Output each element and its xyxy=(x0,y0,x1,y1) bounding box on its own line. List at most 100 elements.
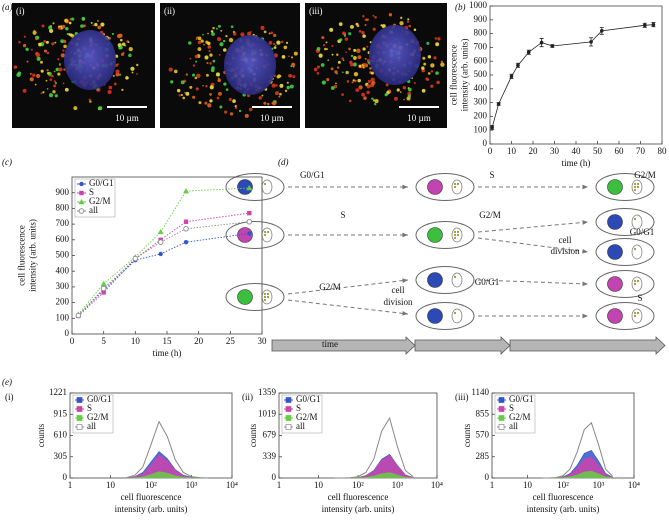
y-axis-label: counts xyxy=(462,423,472,447)
vesicle xyxy=(125,76,129,80)
vesicle xyxy=(35,52,41,58)
vesicle xyxy=(279,83,284,88)
legend-label: G0/G1 xyxy=(87,394,112,404)
x-axis-label: cell fluorescence xyxy=(121,492,182,502)
vesicle xyxy=(330,86,335,90)
vesicle xyxy=(217,37,222,42)
vesicle xyxy=(430,84,434,88)
cell xyxy=(415,302,475,330)
particle xyxy=(633,279,637,283)
x-tick-label: 10 xyxy=(523,480,533,490)
vesicle xyxy=(215,72,221,77)
series-line xyxy=(78,212,250,317)
vesicle xyxy=(58,64,61,67)
marker xyxy=(539,40,544,45)
vesicle xyxy=(361,31,365,35)
vesicle xyxy=(40,69,44,73)
vesicle xyxy=(42,91,45,94)
vesicle xyxy=(202,84,204,87)
series-line xyxy=(334,416,414,479)
vesicle xyxy=(258,96,262,100)
vesicle xyxy=(232,99,236,103)
vesicle xyxy=(341,93,344,97)
marker xyxy=(496,102,501,106)
transition-arrow xyxy=(477,221,589,233)
vesicle xyxy=(118,73,122,76)
vesicle xyxy=(69,33,73,37)
vesicle xyxy=(116,33,122,39)
vesicle xyxy=(206,62,209,65)
vesicle xyxy=(313,67,318,72)
vesicle xyxy=(192,64,196,67)
vesicle xyxy=(271,101,277,106)
particle xyxy=(266,295,270,299)
cell xyxy=(225,221,285,249)
diagram-label: cell xyxy=(392,285,405,295)
legend-label: G0/G1 xyxy=(89,178,114,188)
legend-swatch xyxy=(76,424,83,430)
vesicle xyxy=(425,77,429,81)
particle xyxy=(263,295,267,299)
endosome xyxy=(631,276,643,292)
marker xyxy=(157,239,164,245)
y-tick-label: 700 xyxy=(56,218,70,228)
legend-label: S xyxy=(89,187,94,197)
vesicle xyxy=(345,70,349,75)
nucleus xyxy=(224,35,276,95)
vesicle xyxy=(51,74,54,78)
vesicle xyxy=(361,92,365,97)
series-line xyxy=(541,421,614,479)
vesicle xyxy=(335,82,337,85)
vesicle xyxy=(121,88,124,92)
legend-swatch xyxy=(498,415,505,421)
vesicle xyxy=(344,37,349,41)
vesicle xyxy=(279,92,282,96)
vesicle xyxy=(136,63,139,67)
vesicle xyxy=(407,91,412,96)
vesicle xyxy=(403,98,405,101)
vesicle xyxy=(178,94,181,97)
vesicle xyxy=(48,25,53,30)
time-arrow xyxy=(509,336,666,355)
vesicle xyxy=(192,73,196,77)
vesicle xyxy=(182,96,186,100)
particle xyxy=(633,217,637,221)
vesicle xyxy=(322,43,326,47)
vesicle xyxy=(29,72,32,75)
y-tick-label: 915 xyxy=(54,408,68,418)
vesicle xyxy=(81,16,86,21)
x-tick-label: 10 xyxy=(507,146,517,156)
vesicle xyxy=(331,44,334,47)
vesicle xyxy=(58,67,63,72)
vesicle xyxy=(396,88,400,92)
vesicle xyxy=(40,92,43,95)
vesicle xyxy=(209,93,212,96)
diagram-label: S xyxy=(637,293,642,303)
vesicle xyxy=(217,78,222,83)
vesicle xyxy=(211,66,215,70)
vesicle xyxy=(268,32,271,35)
y-tick-label: 800 xyxy=(474,28,488,38)
x-tick-label: 10³ xyxy=(186,480,198,490)
vesicle xyxy=(219,42,224,47)
particle xyxy=(266,230,270,234)
vesicle xyxy=(284,89,288,93)
vesicle xyxy=(273,46,277,49)
x-tick-label: 10 xyxy=(131,336,141,346)
vesicle xyxy=(358,64,362,68)
legend-label: all xyxy=(87,421,96,431)
vesicle xyxy=(119,45,123,50)
nucleus xyxy=(64,30,116,90)
vesicle xyxy=(337,60,341,64)
vesicle xyxy=(127,41,130,43)
chart: 0 305 610 915 1221 1 10 10² 10³ 10⁴ cell fluoresce… xyxy=(36,387,238,514)
vesicle xyxy=(71,17,75,21)
vesicle xyxy=(406,20,410,23)
vesicle xyxy=(29,77,34,82)
arrow-head xyxy=(582,184,588,190)
x-axis-label: time (h) xyxy=(153,348,182,358)
vesicle xyxy=(22,88,27,93)
vesicle xyxy=(430,63,435,68)
vesicle xyxy=(350,24,354,29)
vesicle xyxy=(352,62,357,67)
